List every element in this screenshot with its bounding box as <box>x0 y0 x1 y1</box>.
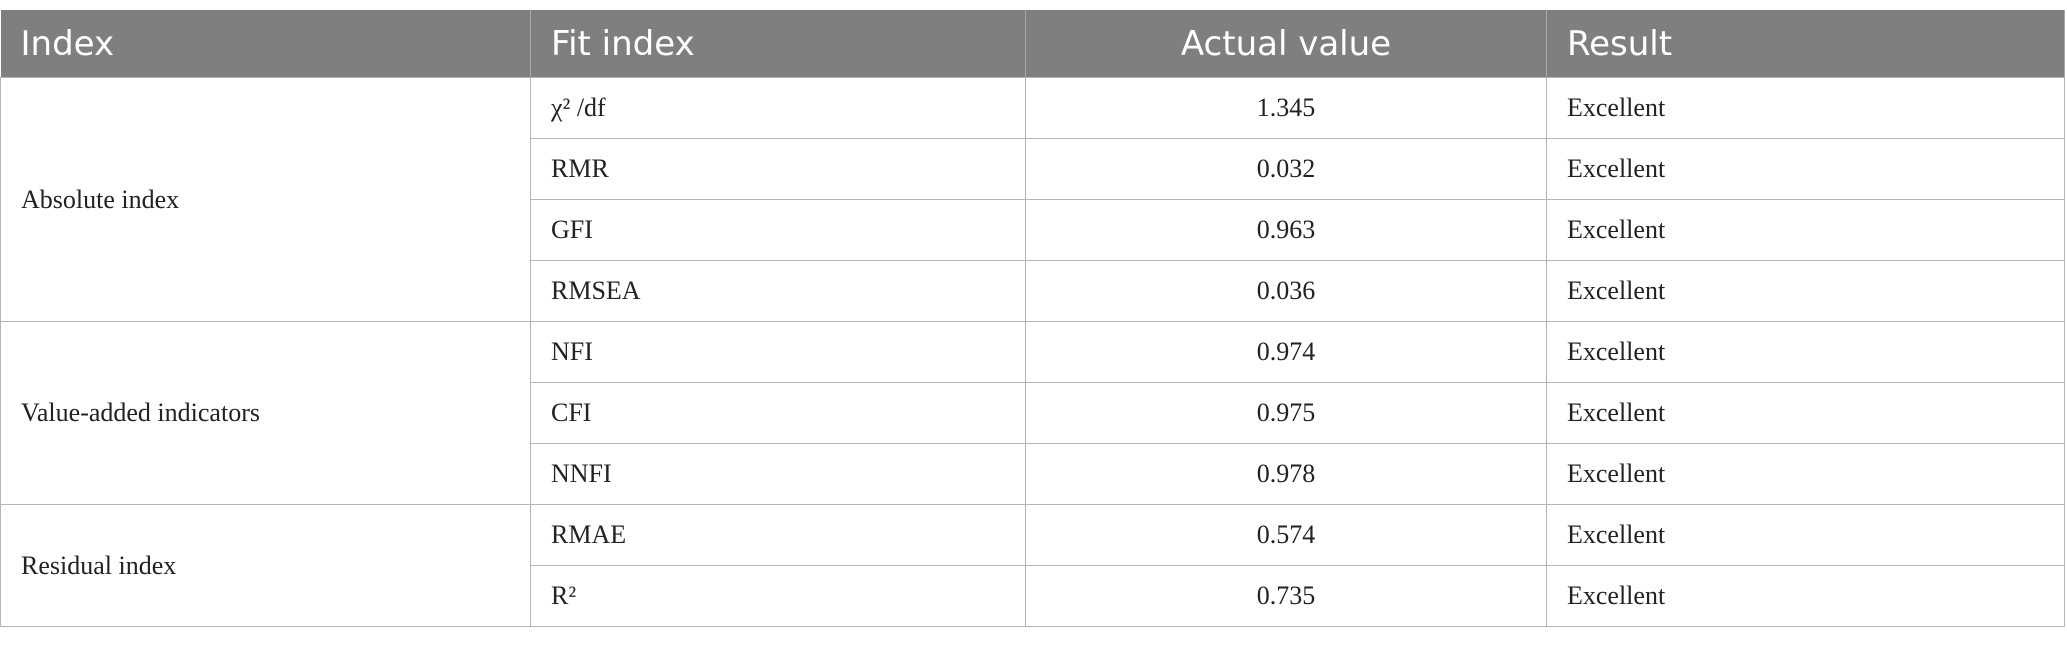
table-row: Value-added indicators NFI 0.974 Excellent <box>0 321 2065 505</box>
result: Excellent <box>1546 504 2065 566</box>
result: Excellent <box>1546 321 2065 383</box>
fit-index: NNFI <box>530 443 1026 505</box>
actual-value: 0.032 <box>1025 138 1547 200</box>
table-row: R² 0.735 Excellent <box>1 565 2065 627</box>
fit-index: NFI <box>530 321 1026 383</box>
fit-index: R² <box>530 565 1026 627</box>
table-row: CFI 0.975 Excellent <box>1 382 2065 444</box>
result: Excellent <box>1546 565 2065 627</box>
fit-index: GFI <box>530 199 1026 261</box>
fit-index: χ² /df <box>530 77 1026 139</box>
group-label: Absolute index <box>0 77 531 322</box>
actual-value: 0.574 <box>1025 504 1547 566</box>
result: Excellent <box>1546 260 2065 322</box>
fit-index: RMSEA <box>530 260 1026 322</box>
fit-index: RMAE <box>530 504 1026 566</box>
actual-value: 0.978 <box>1025 443 1547 505</box>
actual-value: 0.036 <box>1025 260 1547 322</box>
fit-table: Index Fit index Actual value Result Abso… <box>0 10 2065 627</box>
header-cell: Index <box>0 10 531 78</box>
table-row: NNFI 0.978 Excellent <box>1 443 2065 505</box>
actual-value: 0.975 <box>1025 382 1547 444</box>
result: Excellent <box>1546 443 2065 505</box>
header-row: Index Fit index Actual value Result <box>0 10 2065 78</box>
group-label: Value-added indicators <box>0 321 531 505</box>
actual-value: 0.963 <box>1025 199 1547 261</box>
header-cell: Actual value <box>1025 10 1547 78</box>
fit-index: CFI <box>530 382 1026 444</box>
group-label: Residual index <box>0 504 531 627</box>
result: Excellent <box>1546 199 2065 261</box>
table-row: Residual index RMAE 0.574 Excellent <box>0 504 2065 627</box>
actual-value: 0.974 <box>1025 321 1547 383</box>
header-cell: Fit index <box>530 10 1026 78</box>
table-header: Index Fit index Actual value Result <box>0 10 2065 78</box>
table-row: RMR 0.032 Excellent <box>1 138 2065 200</box>
result: Excellent <box>1546 382 2065 444</box>
table-body: Absolute index χ² /df 1.345 Excellent RMR 0.0… <box>0 77 2065 627</box>
actual-value: 0.735 <box>1025 565 1547 627</box>
actual-value: 1.345 <box>1025 77 1547 139</box>
fit-index: RMR <box>530 138 1026 200</box>
table-row: Absolute index χ² /df 1.345 Excellent <box>0 77 2065 322</box>
header-cell: Result <box>1546 10 2065 78</box>
result: Excellent <box>1546 77 2065 139</box>
result: Excellent <box>1546 138 2065 200</box>
